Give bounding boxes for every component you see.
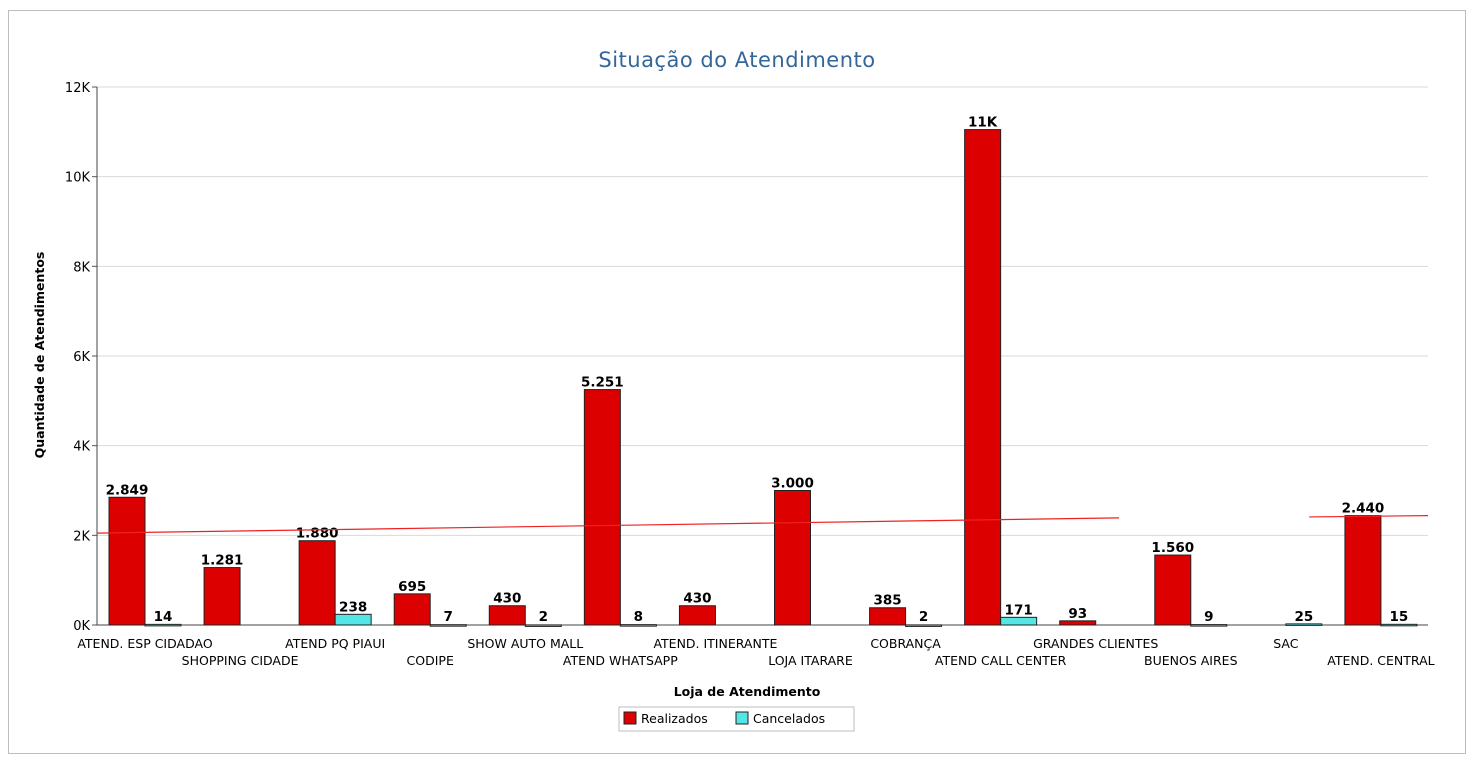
data-label-realizados: 2.849 [106, 482, 149, 498]
y-tick-label: 12K [65, 81, 91, 96]
data-label-cancelados: 171 [1005, 602, 1033, 618]
bar-cancelados [905, 624, 943, 627]
x-tick-label: GRANDES CLIENTES [1033, 636, 1158, 651]
y-tick-label: 4K [73, 440, 90, 455]
bar-realizados [108, 496, 146, 626]
data-label-cancelados: 7 [444, 609, 453, 625]
plot-area: 0K 2K 4K 6K 8K 10K 12K 2.849 14 1.281 1.880 238 695 7… [65, 81, 1435, 668]
bar-realizados [488, 605, 526, 626]
data-label-realizados: 11K [968, 115, 998, 131]
data-label-cancelados: 2 [919, 609, 928, 625]
bar-cancelados [1000, 616, 1038, 626]
bar-realizados [298, 540, 336, 626]
trend-line [1309, 515, 1429, 518]
x-tick-label: SHOW AUTO MALL [467, 636, 583, 651]
y-tick-label: 0K [73, 619, 90, 634]
x-tick-label: LOJA ITARARE [768, 653, 853, 668]
legend-label-realizados: Realizados [641, 711, 708, 726]
bar-cancelados [1190, 624, 1228, 627]
data-label-cancelados: 14 [154, 609, 173, 625]
y-axis-title: Quantidade de Atendimentos [32, 252, 47, 459]
bar-cancelados [334, 613, 372, 626]
bar-realizados [964, 129, 1002, 626]
y-tick-label: 6K [73, 350, 90, 365]
bar-cancelados [619, 624, 657, 627]
data-label-realizados: 1.880 [296, 526, 339, 542]
y-tick-label: 10K [65, 171, 91, 186]
x-tick-label: CODIPE [407, 653, 454, 668]
data-label-realizados: 385 [873, 593, 901, 609]
bar-realizados [1154, 554, 1192, 626]
bar-realizados [583, 389, 621, 626]
legend: Realizados Cancelados [618, 706, 855, 732]
data-label-cancelados: 9 [1204, 609, 1213, 625]
bar-cancelados [1380, 623, 1418, 627]
bar-realizados [393, 593, 431, 626]
bar-realizados [869, 607, 907, 626]
trend-line [96, 517, 1120, 534]
x-tick-label: SAC [1273, 636, 1298, 651]
bar-realizados [203, 567, 241, 626]
y-tick-label: 8K [73, 260, 90, 275]
x-tick-label: ATEND WHATSAPP [563, 653, 678, 668]
x-tick-label: ATEND. CENTRAL [1327, 653, 1434, 668]
y-tick-label: 2K [73, 529, 90, 544]
data-label-realizados: 1.281 [201, 553, 244, 569]
data-label-cancelados: 25 [1294, 609, 1313, 625]
x-tick-label: ATEND CALL CENTER [935, 653, 1067, 668]
data-label-realizados: 1.560 [1151, 540, 1194, 556]
data-label-realizados: 3.000 [771, 476, 814, 492]
legend-swatch-cancelados [735, 711, 749, 725]
x-axis-title: Loja de Atendimento [674, 684, 821, 699]
x-tick-label: SHOPPING CIDADE [182, 653, 299, 668]
data-label-realizados: 430 [683, 591, 711, 607]
data-label-realizados: 5.251 [581, 375, 624, 391]
x-tick-label: ATEND PQ PIAUI [285, 636, 385, 651]
data-label-cancelados: 8 [634, 609, 643, 625]
data-label-realizados: 430 [493, 591, 521, 607]
x-tick-label: ATEND. ESP CIDADAO [77, 636, 212, 651]
bar-realizados [774, 490, 811, 626]
data-label-cancelados: 238 [339, 599, 367, 615]
bar-realizados [1344, 515, 1382, 626]
data-label-realizados: 695 [398, 579, 426, 595]
legend-label-cancelados: Cancelados [753, 711, 825, 726]
data-label-cancelados: 15 [1390, 609, 1409, 625]
data-label-realizados: 2.440 [1342, 501, 1385, 517]
x-tick-label: COBRANÇA [870, 636, 941, 651]
legend-swatch-realizados [623, 711, 637, 725]
bar-cancelados [524, 624, 562, 627]
x-tick-label: BUENOS AIRES [1144, 653, 1238, 668]
bar-cancelados [1285, 623, 1323, 626]
data-label-realizados: 93 [1068, 606, 1087, 622]
bar-realizados [1059, 620, 1097, 626]
bar-cancelados [429, 624, 467, 627]
data-label-cancelados: 2 [539, 609, 548, 625]
bar-realizados [678, 605, 716, 626]
chart-title: Situação do Atendimento [598, 48, 875, 72]
x-tick-label: ATEND. ITINERANTE [653, 636, 777, 651]
legend-border [618, 706, 855, 732]
bar-cancelados [144, 623, 182, 627]
